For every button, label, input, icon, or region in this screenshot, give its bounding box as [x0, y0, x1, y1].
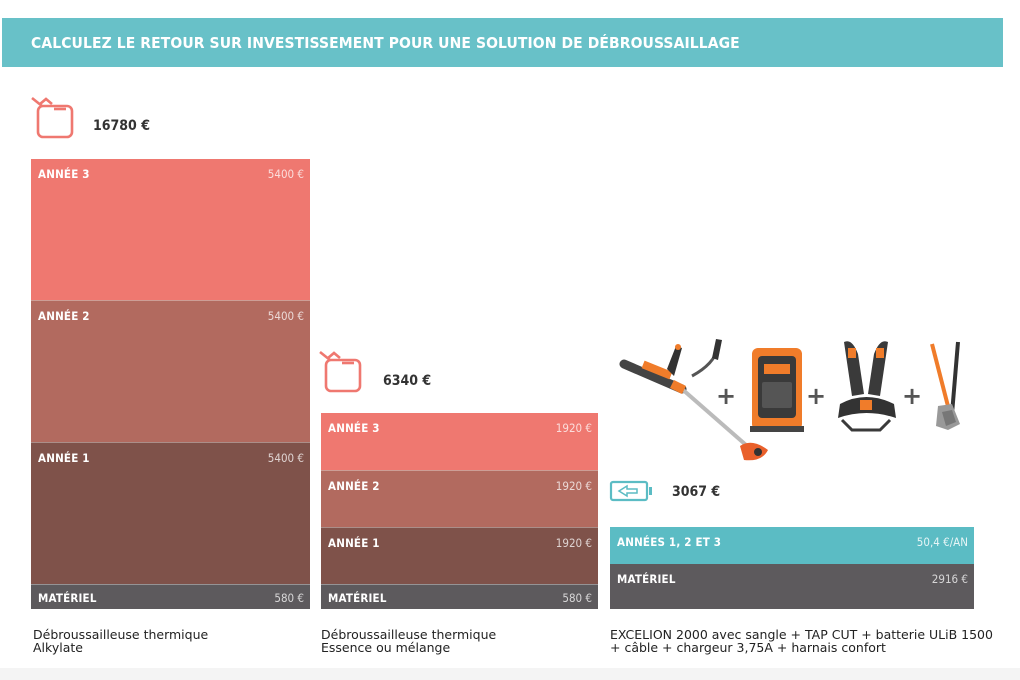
segment-material: MATÉRIEL 580 €: [321, 584, 598, 609]
caption-gasoline: Débroussailleuse thermique Essence ou mé…: [321, 628, 496, 654]
page-banner-title: CALCULEZ LE RETOUR SUR INVESTISSEMENT PO…: [2, 18, 1003, 67]
total-cost-battery: 3067 €: [672, 484, 721, 500]
segment-year-2: ANNÉE 2 5400 €: [31, 300, 310, 442]
total-cost-gasoline: 6340 €: [383, 373, 432, 389]
caption-battery-kit: EXCELION 2000 avec sangle + TAP CUT + ba…: [610, 628, 993, 654]
plus-sign: +: [806, 382, 826, 410]
segment-label: MATÉRIEL: [617, 572, 676, 586]
segment-year-3: ANNÉE 3 1920 €: [321, 413, 598, 470]
segment-label: ANNÉE 1: [328, 536, 380, 550]
total-cost-alkylate: 16780 €: [93, 118, 150, 134]
harness-icon: [838, 341, 896, 432]
page-footer-strip: [0, 668, 1020, 680]
segment-value: 5400 €: [267, 167, 304, 181]
segment-material: MATÉRIEL 580 €: [31, 584, 310, 609]
fuel-can-icon: [31, 96, 74, 139]
segment-year-2: ANNÉE 2 1920 €: [321, 470, 598, 527]
product-kit-illustration: + + +: [619, 339, 960, 461]
segment-label: ANNÉE 1: [38, 451, 90, 465]
plus-sign: +: [716, 382, 736, 410]
segment-value: 5400 €: [267, 309, 304, 323]
segment-value: 1920 €: [555, 536, 592, 550]
battery-pack-icon: [750, 348, 804, 432]
segment-value: 580 €: [562, 591, 592, 605]
segment-value: 50,4 €/AN: [916, 535, 968, 549]
caption-line: Débroussailleuse thermique: [321, 627, 497, 642]
segment-value: 580 €: [274, 591, 304, 605]
segment-year-3: ANNÉE 3 5400 €: [31, 159, 310, 301]
segment-label: MATÉRIEL: [328, 591, 387, 605]
segment-label: ANNÉE 2: [38, 309, 90, 323]
caption-line: Alkylate: [33, 640, 83, 655]
caption-alkylate: Débroussailleuse thermique Alkylate: [33, 628, 208, 654]
caption-line: Essence ou mélange: [321, 640, 451, 655]
segment-label: ANNÉE 3: [328, 421, 380, 435]
segment-value: 1920 €: [555, 479, 592, 493]
caption-line: + câble + chargeur 3,75A + harnais confo…: [610, 640, 886, 655]
tap-cut-icon: [930, 341, 960, 430]
brushcutter-icon: [619, 339, 768, 461]
segment-value: 1920 €: [555, 421, 592, 435]
segment-years-1-2-3: ANNÉES 1, 2 ET 3 50,4 €/AN: [610, 527, 974, 564]
plus-sign: +: [902, 382, 922, 410]
segment-label: ANNÉES 1, 2 ET 3: [617, 535, 722, 549]
segment-label: ANNÉE 3: [38, 167, 90, 181]
segment-label: ANNÉE 2: [328, 479, 380, 493]
segment-value: 2916 €: [931, 572, 968, 586]
caption-line: EXCELION 2000 avec sangle + TAP CUT + ba…: [610, 627, 993, 642]
segment-year-1: ANNÉE 1 5400 €: [31, 442, 310, 584]
segment-material: MATÉRIEL 2916 €: [610, 564, 974, 609]
battery-icon: [609, 480, 652, 502]
segment-label: MATÉRIEL: [38, 591, 97, 605]
segment-year-1: ANNÉE 1 1920 €: [321, 527, 598, 584]
fuel-can-icon: [319, 350, 362, 393]
segment-value: 5400 €: [267, 451, 304, 465]
caption-line: Débroussailleuse thermique: [33, 627, 209, 642]
